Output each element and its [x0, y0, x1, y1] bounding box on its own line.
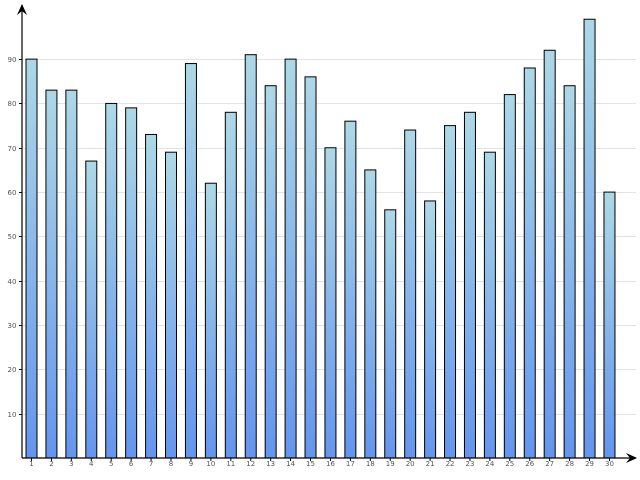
x-tick-label: 24: [485, 460, 494, 468]
bar: [543, 49, 556, 459]
axes: [17, 4, 637, 463]
bar: [85, 160, 98, 459]
bar: [45, 89, 58, 459]
x-axis-arrow-icon: [626, 453, 637, 463]
bar: [125, 107, 138, 459]
bars: [25, 18, 616, 459]
y-tick-label: 50: [8, 233, 17, 241]
x-tick-label: 30: [605, 460, 614, 468]
x-tick-label: 17: [346, 460, 355, 468]
bar: [563, 85, 576, 459]
y-tick-label: 60: [8, 189, 17, 197]
x-tick-label: 2: [49, 460, 53, 468]
bar: [204, 182, 217, 459]
x-tick-label: 27: [545, 460, 554, 468]
x-tick-label: 4: [89, 460, 94, 468]
x-tick-label: 13: [266, 460, 275, 468]
bar: [244, 54, 257, 459]
bar: [384, 209, 397, 459]
y-tick-label: 40: [8, 278, 17, 286]
x-tick-label: 1: [29, 460, 33, 468]
bar: [344, 120, 357, 459]
x-tick-label: 29: [585, 460, 594, 468]
x-tick-label: 18: [366, 460, 375, 468]
bar: [105, 102, 118, 459]
x-tick-label: 22: [446, 460, 455, 468]
x-tick-label: 28: [565, 460, 574, 468]
bar: [444, 125, 457, 459]
x-tick-label: 11: [226, 460, 235, 468]
bar: [603, 191, 616, 459]
bar: [463, 111, 476, 459]
bar: [145, 133, 158, 459]
x-tick-label: 23: [465, 460, 474, 468]
bar: [523, 67, 536, 459]
x-tick-label: 8: [169, 460, 173, 468]
y-tick-label: 10: [8, 411, 17, 419]
bar: [264, 85, 277, 459]
bar: [224, 111, 237, 459]
x-tick-label: 3: [69, 460, 73, 468]
bar: [483, 151, 496, 459]
x-tick-label: 5: [109, 460, 113, 468]
y-axis-arrow-icon: [17, 4, 27, 15]
x-tick-label: 14: [286, 460, 295, 468]
x-tick-label: 21: [426, 460, 435, 468]
y-tick-label: 70: [8, 145, 17, 153]
bar: [65, 89, 78, 459]
bar: [324, 147, 337, 459]
bar: [284, 58, 297, 459]
bar: [364, 169, 377, 459]
bar: [25, 58, 38, 459]
x-tick-label: 7: [149, 460, 153, 468]
y-tick-label: 80: [8, 100, 17, 108]
y-tick-label: 20: [8, 366, 17, 374]
x-tick-label: 10: [206, 460, 215, 468]
x-tick-label: 9: [189, 460, 193, 468]
x-tick-label: 19: [386, 460, 395, 468]
y-tick-labels: 10 20 30 40 50 60 70 80 90: [8, 56, 22, 419]
x-tick-label: 16: [326, 460, 335, 468]
bar: [304, 76, 317, 459]
bar: [503, 94, 516, 459]
x-tick-label: 20: [406, 460, 415, 468]
bar: [424, 200, 437, 459]
bar: [165, 151, 178, 459]
bar: [583, 18, 596, 459]
y-tick-label: 30: [8, 322, 17, 330]
bar: [184, 63, 197, 459]
x-tick-label: 12: [246, 460, 255, 468]
x-tick-label: 26: [525, 460, 534, 468]
x-tick-label: 6: [129, 460, 134, 468]
x-tick-labels: 1 2 3 4 5 6 7 8 9 10 11 12 13 14 15 16 17 18 19 20 21 22 23 24 2…: [29, 458, 614, 468]
y-tick-label: 90: [8, 56, 17, 64]
x-tick-label: 25: [505, 460, 514, 468]
bar: [404, 129, 417, 459]
x-tick-label: 15: [306, 460, 315, 468]
